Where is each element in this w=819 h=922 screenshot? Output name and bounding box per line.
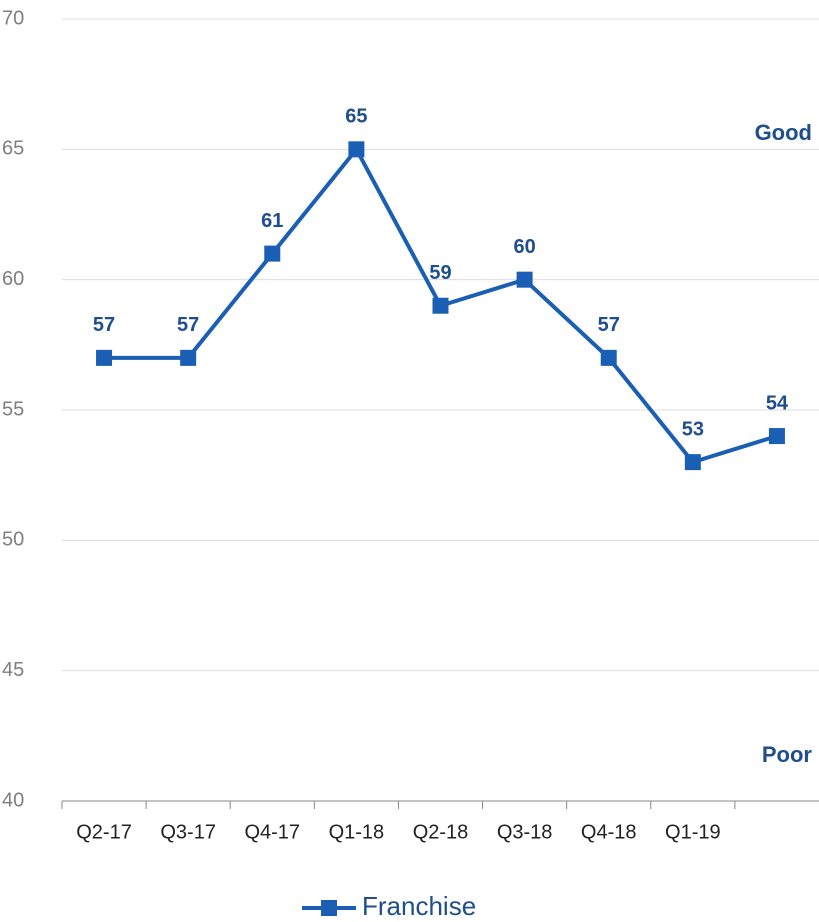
data-label: 57 <box>93 314 115 336</box>
x-tick-label: Q3-17 <box>160 821 216 843</box>
data-label: 53 <box>682 418 704 440</box>
data-label: 57 <box>177 314 199 336</box>
data-label: 57 <box>598 314 620 336</box>
x-tick-label: Q3-18 <box>497 821 553 843</box>
point-marker <box>180 349 197 366</box>
y-tick-label: 50 <box>2 529 24 551</box>
x-tick-label: Q2-18 <box>413 821 469 843</box>
x-tick-label: Q1-19 <box>665 821 721 843</box>
annotation: Good <box>755 120 812 145</box>
x-tick-label: Q2-17 <box>76 821 132 843</box>
y-tick-label: 55 <box>2 398 24 420</box>
point-marker <box>516 271 533 288</box>
point-marker <box>684 454 701 471</box>
point-marker <box>600 349 617 366</box>
data-label: 65 <box>345 106 367 128</box>
x-tick-label: Q4-18 <box>581 821 637 843</box>
y-tick-label: 65 <box>2 138 24 160</box>
data-label: 61 <box>261 210 283 232</box>
legend-label: Franchise <box>362 891 476 921</box>
point-marker <box>768 428 785 445</box>
y-tick-label: 40 <box>2 789 24 811</box>
data-label: 59 <box>429 262 451 284</box>
point-marker <box>96 349 113 366</box>
point-marker <box>264 245 281 262</box>
y-tick-label: 60 <box>2 268 24 290</box>
legend-marker <box>321 900 337 916</box>
x-tick-label: Q4-17 <box>244 821 300 843</box>
annotation: Poor <box>762 742 813 767</box>
point-marker <box>432 297 449 314</box>
data-label: 54 <box>766 392 789 414</box>
x-tick-label: Q1-18 <box>329 821 385 843</box>
point-marker <box>348 141 365 158</box>
y-tick-label: 70 <box>2 7 24 29</box>
data-label: 60 <box>513 236 535 258</box>
y-tick-label: 45 <box>2 659 24 681</box>
